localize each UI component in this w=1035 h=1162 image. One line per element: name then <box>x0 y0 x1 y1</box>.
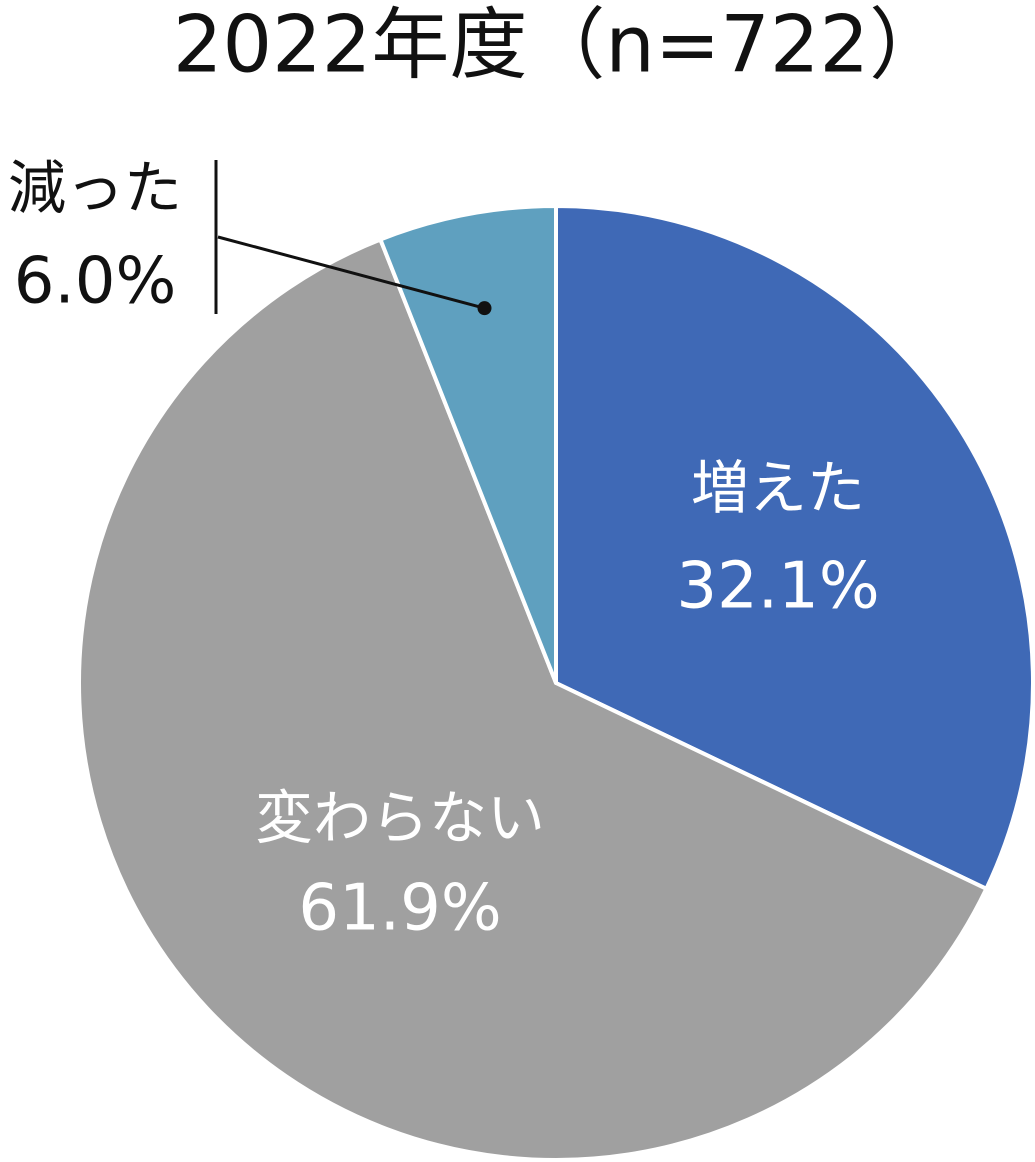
pie-slice <box>378 204 558 685</box>
value-label: 6.0% <box>14 245 177 319</box>
chart-title: 2022年度（n=722） <box>173 0 947 90</box>
value-label: 61.9% <box>298 872 501 946</box>
value-label: 32.1% <box>676 550 879 624</box>
slice-label: 減った <box>8 154 182 222</box>
slice-label: 増えた <box>691 454 865 522</box>
pie-slice <box>77 237 989 1162</box>
leader-line <box>217 235 485 310</box>
pie-slice <box>554 204 1035 891</box>
slice-label: 変わらない <box>255 784 545 852</box>
leader-dot <box>477 301 492 316</box>
